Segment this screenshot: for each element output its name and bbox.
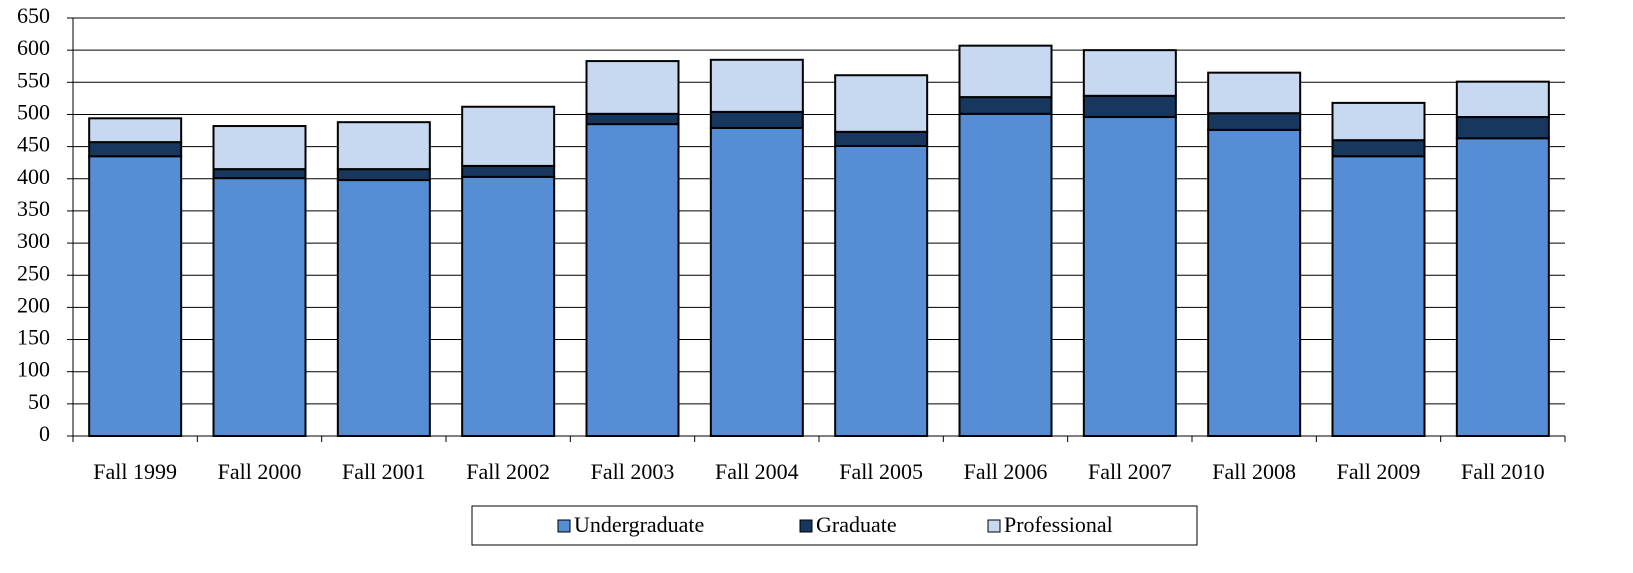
legend-label: Undergraduate xyxy=(574,512,704,537)
bar-segment xyxy=(1207,71,1302,115)
bar-segment xyxy=(1455,80,1550,119)
x-tick-label: Fall 2006 xyxy=(964,459,1048,484)
bar-segment xyxy=(1082,116,1177,437)
x-tick-label: Fall 2000 xyxy=(218,459,302,484)
legend-box xyxy=(471,505,1198,546)
bar-segment xyxy=(1455,137,1550,438)
x-tick-label: Fall 2005 xyxy=(839,459,923,484)
bar-segment xyxy=(212,125,307,171)
legend-swatch xyxy=(557,519,571,533)
bar-segment xyxy=(88,141,183,158)
bar-segment xyxy=(958,112,1053,438)
x-tick-label: Fall 2007 xyxy=(1088,459,1172,484)
bar-segment xyxy=(336,168,431,182)
bar-segment xyxy=(585,123,680,437)
y-tick-label: 600 xyxy=(17,35,50,60)
bar-segment xyxy=(834,144,929,437)
x-tick-label: Fall 2003 xyxy=(591,459,675,484)
y-tick-label: 650 xyxy=(17,3,50,28)
bar-segment xyxy=(1331,139,1426,158)
bar-segment xyxy=(834,74,929,133)
bar-segment xyxy=(1455,116,1550,140)
bar-segment xyxy=(585,112,680,126)
y-tick-label: 450 xyxy=(17,132,50,157)
y-tick-label: 50 xyxy=(28,389,50,414)
bar-segment xyxy=(212,168,307,180)
bar-segment xyxy=(1331,155,1426,437)
bar-segment xyxy=(461,164,556,178)
bar-segment xyxy=(336,179,431,437)
bar-segment xyxy=(585,60,680,115)
x-tick-label: Fall 2004 xyxy=(715,459,799,484)
bar-segment xyxy=(336,121,431,171)
bar-segment xyxy=(709,110,804,129)
y-tick-label: 550 xyxy=(17,67,50,92)
y-tick-label: 100 xyxy=(17,357,50,382)
legend-swatch xyxy=(987,519,1001,533)
x-tick-label: Fall 2009 xyxy=(1337,459,1421,484)
bar-segment xyxy=(1331,101,1426,142)
y-tick-label: 400 xyxy=(17,164,50,189)
bar-segment xyxy=(958,44,1053,99)
bar-segment xyxy=(88,155,183,437)
bar-segment xyxy=(1082,49,1177,97)
x-tick-label: Fall 2002 xyxy=(466,459,550,484)
bar-segment xyxy=(461,175,556,437)
bar-segment xyxy=(212,177,307,437)
x-tick-label: Fall 2008 xyxy=(1212,459,1296,484)
y-tick-label: 150 xyxy=(17,325,50,350)
legend-label: Graduate xyxy=(816,512,897,537)
bar-segment xyxy=(958,96,1053,115)
bar-segment xyxy=(1082,94,1177,119)
legend-label: Professional xyxy=(1004,512,1113,537)
x-tick-label: Fall 2001 xyxy=(342,459,426,484)
y-tick-label: 0 xyxy=(39,421,50,446)
bar-segment xyxy=(709,58,804,113)
y-tick-label: 200 xyxy=(17,292,50,317)
legend-swatch xyxy=(799,519,813,533)
bar-segment xyxy=(461,105,556,167)
x-tick-label: Fall 2010 xyxy=(1461,459,1545,484)
x-tick-label: Fall 1999 xyxy=(93,459,177,484)
y-tick-label: 300 xyxy=(17,228,50,253)
y-tick-label: 350 xyxy=(17,196,50,221)
bar-segment xyxy=(88,117,183,144)
bar-segment xyxy=(709,126,804,437)
y-tick-label: 250 xyxy=(17,260,50,285)
bar-segment xyxy=(1207,112,1302,131)
bar-segment xyxy=(1207,128,1302,437)
bar-segment xyxy=(834,130,929,147)
y-tick-label: 500 xyxy=(17,100,50,125)
